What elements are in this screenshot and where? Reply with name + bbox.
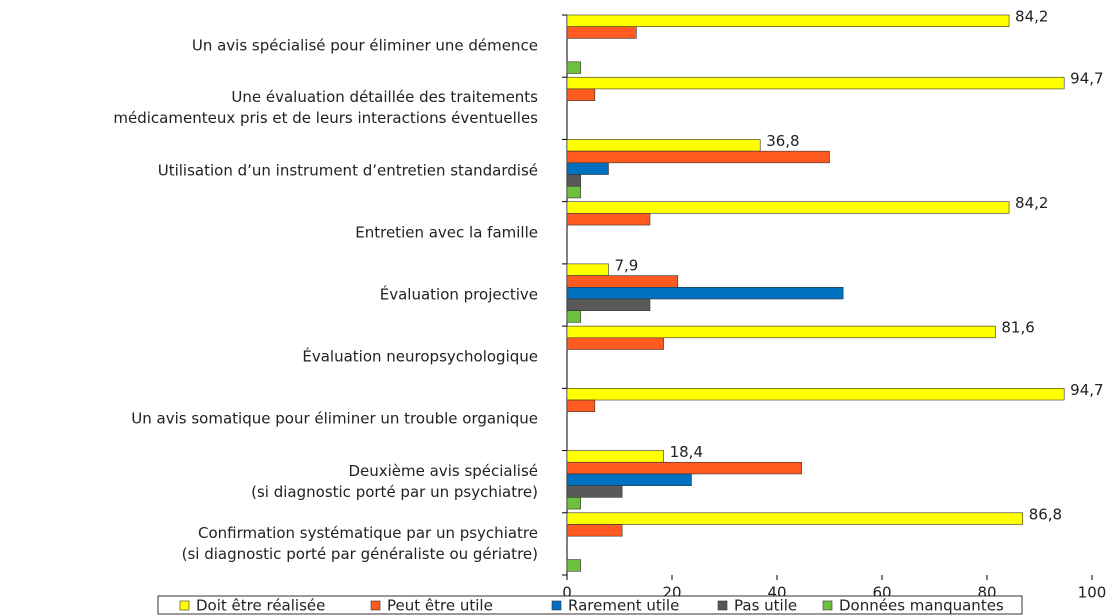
bar <box>566 337 664 350</box>
bar <box>566 512 1024 525</box>
bar <box>566 524 623 537</box>
legend-label: Doit être réalisée <box>196 597 325 615</box>
x-tick-label: 100 <box>1078 584 1107 602</box>
legend-label: Données manquantes <box>839 597 1004 615</box>
value-label: 94,7 <box>1070 70 1103 88</box>
bar <box>566 150 830 164</box>
bar <box>566 263 609 276</box>
bar <box>566 450 664 463</box>
bar <box>566 559 581 572</box>
value-label: 7,9 <box>614 256 638 274</box>
category-label: Évaluation projective <box>379 285 538 304</box>
bar <box>566 174 581 187</box>
legend-swatch <box>822 600 833 611</box>
bar <box>566 14 1010 27</box>
bar <box>566 286 844 300</box>
legend-label: Peut être utile <box>387 597 493 615</box>
legend-label: Pas utile <box>734 597 797 615</box>
bar <box>566 201 1010 214</box>
legend-swatch <box>717 600 728 611</box>
bar <box>566 275 679 288</box>
bar <box>566 485 623 498</box>
bar <box>566 61 581 74</box>
value-label: 36,8 <box>766 132 799 150</box>
bar <box>566 298 651 311</box>
value-label: 84,2 <box>1015 194 1048 212</box>
category-label: Utilisation d’un instrument d’entretien … <box>157 161 538 180</box>
bar <box>566 399 596 413</box>
legend-swatch <box>179 600 190 611</box>
category-label: Évaluation neuropsychologique <box>302 347 538 366</box>
bar <box>566 26 637 39</box>
bar <box>566 388 1065 401</box>
bar <box>566 185 581 199</box>
bar <box>566 88 596 101</box>
category-label: Deuxième avis spécialisé (si diagnostic … <box>251 461 538 501</box>
bar <box>566 310 581 323</box>
category-label: Confirmation systématique par un psychia… <box>181 523 538 563</box>
bar <box>566 461 802 475</box>
x-tick-label: 0 <box>562 584 572 602</box>
bar <box>566 139 761 152</box>
category-label: Un avis spécialisé pour éliminer une dém… <box>191 36 538 55</box>
bar <box>566 325 996 339</box>
value-label: 86,8 <box>1029 505 1062 523</box>
value-label: 18,4 <box>670 443 703 461</box>
bar <box>566 213 651 226</box>
bar <box>566 473 692 486</box>
bar <box>566 76 1065 90</box>
bar <box>566 497 581 510</box>
legend-swatch <box>551 600 562 611</box>
value-label: 84,2 <box>1015 8 1048 26</box>
category-label: Entretien avec la famille <box>355 223 538 242</box>
legend-label: Rarement utile <box>568 597 679 615</box>
legend-swatch <box>370 600 381 611</box>
bar <box>566 162 609 175</box>
category-label: Une évaluation détaillée des traitements… <box>113 88 538 128</box>
category-label: Un avis somatique pour éliminer un troub… <box>131 409 538 428</box>
value-label: 81,6 <box>1001 319 1034 337</box>
value-label: 94,7 <box>1070 381 1103 399</box>
